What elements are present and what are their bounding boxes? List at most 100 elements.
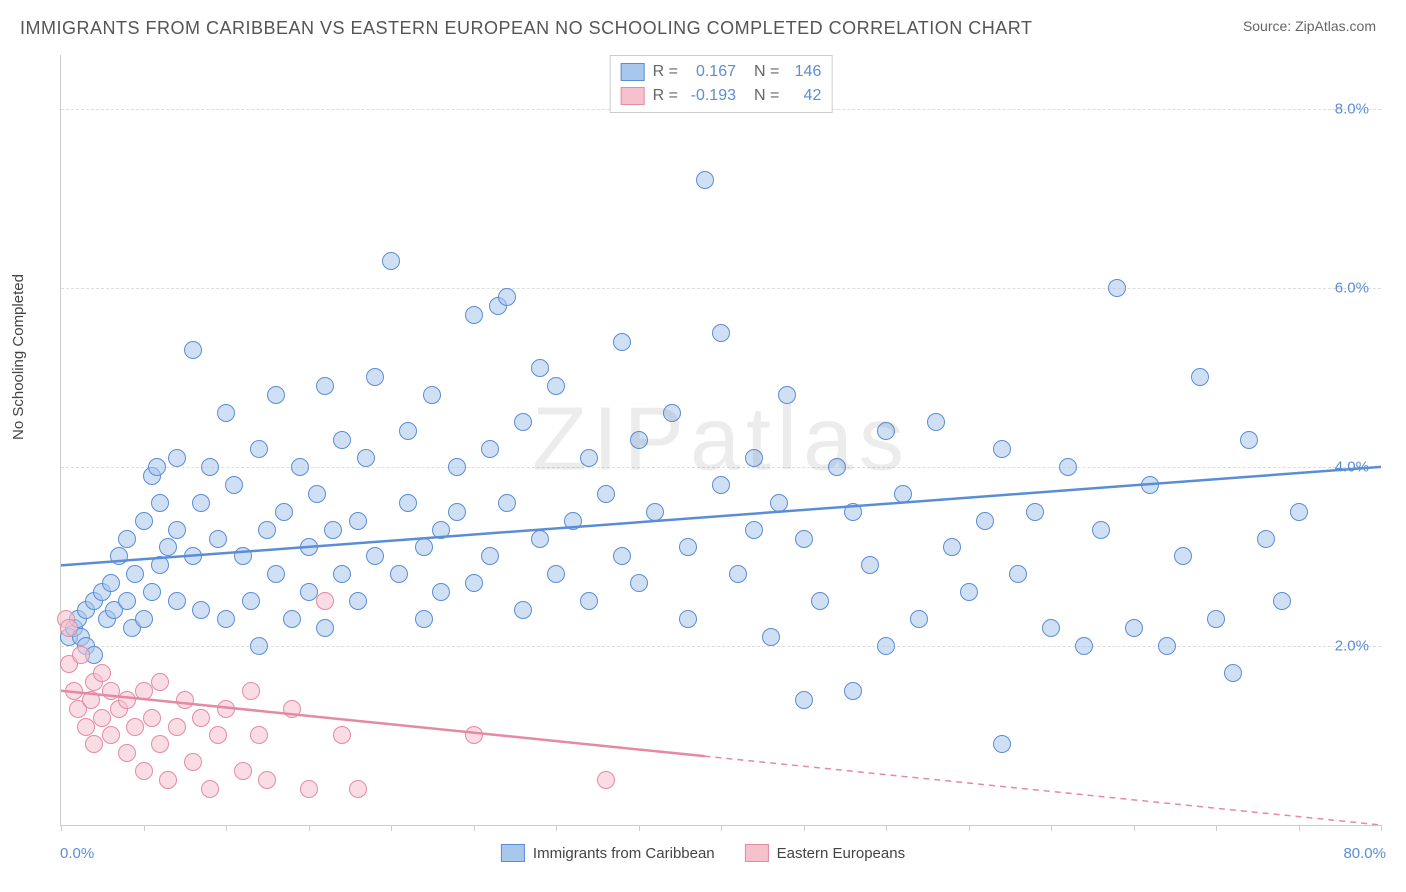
scatter-point-caribbean: [960, 583, 978, 601]
scatter-point-caribbean: [465, 574, 483, 592]
scatter-point-caribbean: [1042, 619, 1060, 637]
scatter-point-caribbean: [1158, 637, 1176, 655]
scatter-point-caribbean: [1075, 637, 1093, 655]
scatter-point-caribbean: [498, 288, 516, 306]
scatter-point-caribbean: [135, 610, 153, 628]
scatter-point-eastern_european: [168, 718, 186, 736]
x-tick: [1216, 825, 1217, 831]
y-tick-label: 2.0%: [1335, 637, 1369, 654]
x-tick: [886, 825, 887, 831]
legend-r-value: 0.167: [686, 60, 736, 84]
scatter-point-caribbean: [448, 503, 466, 521]
x-tick: [226, 825, 227, 831]
scatter-point-eastern_european: [201, 780, 219, 798]
x-tick: [804, 825, 805, 831]
scatter-point-caribbean: [300, 583, 318, 601]
scatter-point-eastern_european: [192, 709, 210, 727]
scatter-point-eastern_european: [135, 682, 153, 700]
x-tick: [309, 825, 310, 831]
x-tick: [639, 825, 640, 831]
scatter-point-caribbean: [390, 565, 408, 583]
scatter-point-eastern_european: [597, 771, 615, 789]
scatter-point-eastern_european: [234, 762, 252, 780]
scatter-point-caribbean: [151, 494, 169, 512]
scatter-chart: ZIPatlas R =0.167N =146R =-0.193N =42 2.…: [60, 55, 1381, 826]
y-tick-label: 6.0%: [1335, 279, 1369, 296]
scatter-point-caribbean: [192, 601, 210, 619]
scatter-point-eastern_european: [209, 726, 227, 744]
scatter-point-eastern_european: [93, 664, 111, 682]
legend-n-value: 42: [787, 84, 821, 108]
scatter-point-eastern_european: [102, 726, 120, 744]
x-tick: [1381, 825, 1382, 831]
scatter-point-caribbean: [531, 530, 549, 548]
x-tick: [556, 825, 557, 831]
scatter-point-caribbean: [168, 449, 186, 467]
grid-line: [61, 288, 1381, 289]
scatter-point-caribbean: [349, 512, 367, 530]
scatter-point-caribbean: [795, 530, 813, 548]
scatter-point-caribbean: [118, 592, 136, 610]
scatter-point-caribbean: [613, 547, 631, 565]
legend-r-label: R =: [653, 60, 678, 84]
scatter-point-caribbean: [168, 521, 186, 539]
legend-item: Immigrants from Caribbean: [501, 844, 715, 862]
scatter-point-caribbean: [192, 494, 210, 512]
scatter-point-caribbean: [663, 404, 681, 422]
legend-swatch: [621, 63, 645, 81]
x-tick: [391, 825, 392, 831]
x-tick: [144, 825, 145, 831]
scatter-point-caribbean: [432, 521, 450, 539]
scatter-point-caribbean: [696, 171, 714, 189]
scatter-point-caribbean: [399, 422, 417, 440]
scatter-point-caribbean: [201, 458, 219, 476]
scatter-point-caribbean: [250, 637, 268, 655]
scatter-point-caribbean: [184, 547, 202, 565]
source-attribution: Source: ZipAtlas.com: [1243, 18, 1376, 34]
scatter-point-eastern_european: [217, 700, 235, 718]
scatter-point-caribbean: [1141, 476, 1159, 494]
x-tick: [1299, 825, 1300, 831]
grid-line: [61, 467, 1381, 468]
legend-item: Eastern Europeans: [745, 844, 905, 862]
scatter-point-caribbean: [1092, 521, 1110, 539]
scatter-point-eastern_european: [316, 592, 334, 610]
scatter-point-caribbean: [333, 431, 351, 449]
scatter-point-caribbean: [275, 503, 293, 521]
scatter-point-caribbean: [357, 449, 375, 467]
scatter-point-eastern_european: [283, 700, 301, 718]
scatter-point-caribbean: [168, 592, 186, 610]
scatter-point-caribbean: [580, 592, 598, 610]
scatter-point-caribbean: [894, 485, 912, 503]
scatter-point-caribbean: [1026, 503, 1044, 521]
scatter-point-caribbean: [745, 521, 763, 539]
scatter-point-eastern_european: [151, 735, 169, 753]
scatter-point-caribbean: [415, 610, 433, 628]
scatter-point-caribbean: [729, 565, 747, 583]
scatter-point-caribbean: [151, 556, 169, 574]
scatter-point-caribbean: [547, 565, 565, 583]
scatter-point-eastern_european: [300, 780, 318, 798]
x-tick: [1051, 825, 1052, 831]
scatter-point-caribbean: [564, 512, 582, 530]
scatter-point-caribbean: [597, 485, 615, 503]
scatter-point-caribbean: [283, 610, 301, 628]
scatter-point-caribbean: [531, 359, 549, 377]
scatter-point-caribbean: [1257, 530, 1275, 548]
scatter-point-caribbean: [745, 449, 763, 467]
scatter-point-eastern_european: [250, 726, 268, 744]
scatter-point-caribbean: [1059, 458, 1077, 476]
scatter-point-caribbean: [646, 503, 664, 521]
legend-r-label: R =: [653, 84, 678, 108]
scatter-point-caribbean: [910, 610, 928, 628]
x-tick: [1134, 825, 1135, 831]
scatter-point-caribbean: [159, 538, 177, 556]
x-axis-min-label: 0.0%: [60, 845, 94, 862]
scatter-point-eastern_european: [126, 718, 144, 736]
scatter-point-eastern_european: [349, 780, 367, 798]
scatter-point-caribbean: [1009, 565, 1027, 583]
scatter-point-eastern_european: [93, 709, 111, 727]
scatter-point-eastern_european: [85, 735, 103, 753]
scatter-point-eastern_european: [159, 771, 177, 789]
scatter-point-eastern_european: [118, 744, 136, 762]
